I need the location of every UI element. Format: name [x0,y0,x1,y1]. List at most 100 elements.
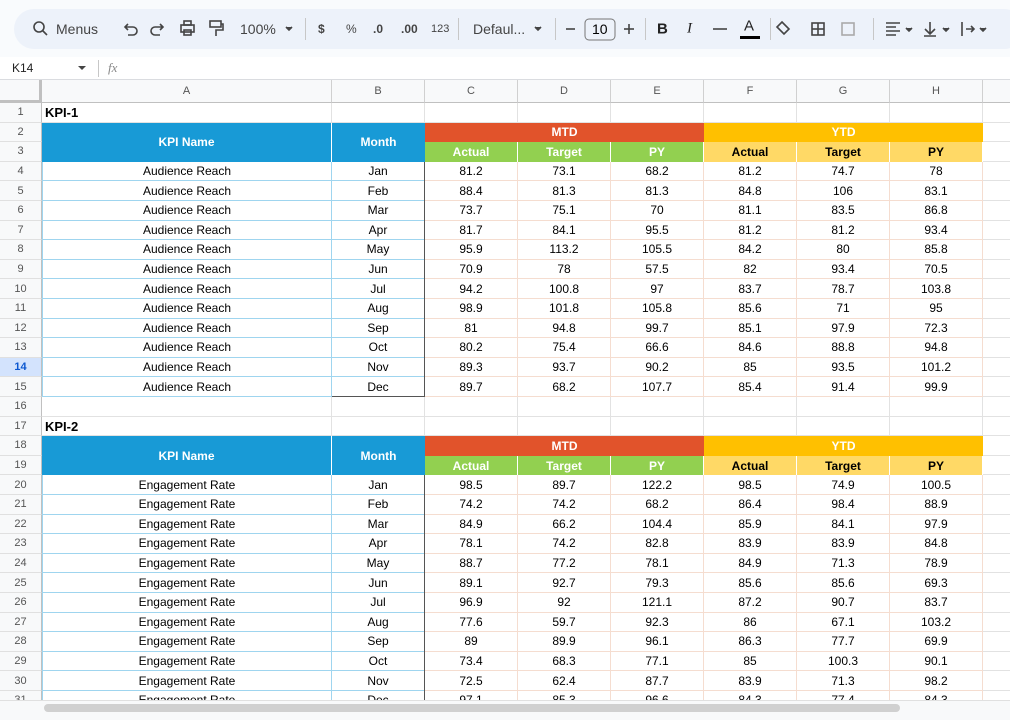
row-header: 23 [0,534,42,554]
kpi-name: Engagement Rate [42,632,332,652]
bold[interactable]: B [657,20,668,38]
column-header: H [890,80,983,103]
value-cell: 86.3 [704,632,797,652]
value-cell: 107.7 [611,377,704,397]
row-header: 2 [0,122,42,143]
value-cell: 68.2 [611,161,704,182]
row-header: 7 [0,220,42,241]
divider [458,18,459,40]
italic[interactable]: I [687,20,692,37]
kpi-name: Engagement Rate [42,534,332,554]
value-cell: 77.2 [518,553,611,574]
grid-cell [518,103,611,123]
decrease-decimal[interactable]: .0 [373,22,384,36]
value-cell: 84.6 [704,338,797,358]
value-cell: 86 [704,612,797,633]
grid-cell [983,456,1010,476]
kpi-name: Audience Reach [42,220,332,241]
zoom[interactable]: 100% [240,21,276,37]
grid-cell [518,416,611,437]
value-cell: 90.7 [797,593,890,613]
kpi-name: Engagement Rate [42,651,332,672]
value-cell: 77.1 [611,651,704,672]
column-header: A [42,80,332,103]
grid-cell [518,397,611,417]
month: Mar [332,514,425,535]
sub-header: Target [797,142,890,162]
table-edge [332,161,425,397]
value-cell: 73.1 [518,161,611,182]
kpi-name: Audience Reach [42,259,332,280]
currency[interactable]: $ [318,22,325,36]
value-cell: 82 [704,259,797,280]
value-cell: 97 [611,279,704,299]
value-cell: 92.7 [518,573,611,593]
grid-cell [983,397,1010,417]
increase-decimal[interactable]: .00 [401,22,418,36]
cell-ref[interactable]: K14 [12,61,34,75]
number-format[interactable]: 123 [431,23,450,35]
row-header: 1 [0,103,42,123]
value-cell: 70.5 [890,259,983,280]
sub-header: PY [890,455,983,476]
value-cell: 77.7 [797,632,890,652]
grid-cell [42,103,332,123]
row-header: 30 [0,671,42,691]
grid-cell [704,103,797,123]
scrollbar[interactable] [44,704,900,712]
value-cell: 94.8 [890,338,983,358]
value-cell: 84.9 [704,553,797,574]
grid-cell [983,260,1010,280]
divider [555,18,556,40]
value-cell: 98.2 [890,671,983,691]
month: Jul [332,279,425,299]
row-header: 28 [0,632,42,652]
grid-cell [983,436,1010,456]
value-cell: 105.5 [611,240,704,260]
grid-cell [983,495,1010,515]
column-header: E [611,80,704,103]
value-cell: 96.1 [611,632,704,652]
font-size[interactable]: 10 [592,21,608,37]
formula-bar [0,57,1010,80]
value-cell: 85.6 [704,573,797,593]
row-header: 22 [0,514,42,535]
value-cell: 78.7 [797,279,890,299]
value-cell: 93.4 [797,259,890,280]
value-cell: 92 [518,593,611,613]
value-cell: 83.7 [704,279,797,299]
percent[interactable]: % [346,22,357,36]
value-cell: 105.8 [611,299,704,319]
column-header: G [797,80,890,103]
value-cell: 99.7 [611,318,704,339]
month: Jun [332,573,425,593]
menus[interactable]: Menus [56,21,99,37]
header-cell: KPI Name [42,436,332,476]
grid-cell [983,123,1010,143]
row-header: 6 [0,201,42,221]
kpi-name: Engagement Rate [42,593,332,613]
value-cell: 81.2 [425,161,518,182]
text-color[interactable]: A [744,17,755,35]
value-cell: 78.1 [425,534,518,554]
value-cell: 68.2 [611,495,704,515]
grid-cell [983,279,1010,299]
header-cell: Month [332,122,425,162]
value-cell: 94.8 [518,318,611,339]
month: May [332,240,425,260]
value-cell: 121.1 [611,593,704,613]
value-cell: 85.6 [797,573,890,593]
grid-cell [983,240,1010,260]
font[interactable]: Defaul... [473,21,526,37]
header-cell: Month [332,436,425,476]
value-cell: 81.1 [704,201,797,221]
kpi-name: Audience Reach [42,338,332,358]
value-cell: 98.5 [704,475,797,495]
grid-cell [983,613,1010,633]
row-header: 16 [0,397,42,417]
value-cell: 89.3 [425,357,518,378]
row-header: 27 [0,612,42,633]
month: Dec [332,377,425,397]
grid-cell [42,397,332,417]
value-cell: 82.8 [611,534,704,554]
